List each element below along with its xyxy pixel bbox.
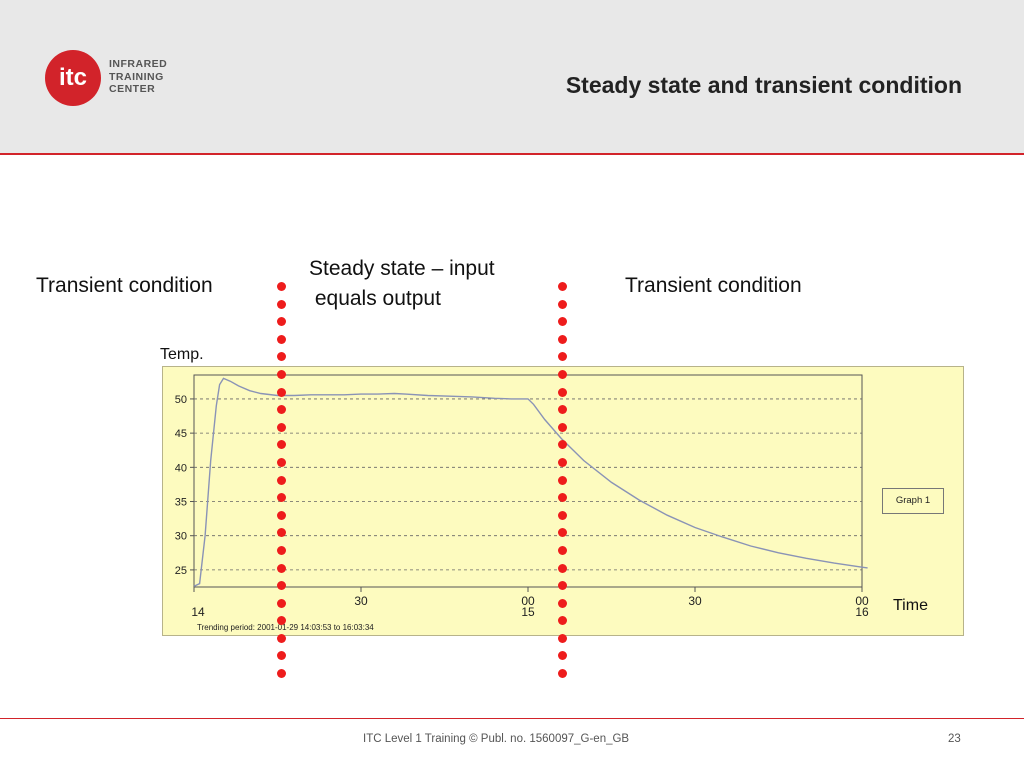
tick-label-x-3: 30 bbox=[688, 594, 702, 608]
boundary-dot bbox=[277, 475, 286, 485]
plot-area bbox=[193, 374, 863, 588]
logo-circle: itc bbox=[45, 50, 101, 106]
left-boundary-dots bbox=[277, 282, 289, 687]
tick-label-y-50: 50 bbox=[175, 394, 187, 406]
tick-sublabel-x-4: 16 bbox=[855, 605, 869, 619]
boundary-dot bbox=[558, 457, 567, 467]
tick-label-y-40: 40 bbox=[175, 462, 187, 474]
tick-label-y-45: 45 bbox=[175, 428, 187, 440]
boundary-dot bbox=[277, 334, 286, 344]
right-boundary-dots bbox=[558, 282, 570, 687]
boundary-dot bbox=[558, 405, 567, 415]
tick-label-x-4: 00 bbox=[855, 594, 869, 608]
tick-label-x-1: 30 bbox=[354, 594, 368, 608]
boundary-dot bbox=[558, 334, 567, 344]
boundary-dot bbox=[558, 563, 567, 573]
itc-logo: itc INFRARED TRAINING CENTER bbox=[45, 50, 167, 110]
boundary-dot bbox=[277, 405, 286, 415]
y-axis-label: Temp. bbox=[160, 346, 204, 363]
boundary-dot bbox=[558, 317, 567, 327]
tick-label-y-25: 25 bbox=[175, 565, 187, 577]
slide-header: itc INFRARED TRAINING CENTER Steady stat… bbox=[0, 0, 1024, 155]
boundary-dot bbox=[277, 528, 286, 538]
boundary-dot bbox=[558, 440, 567, 450]
boundary-dot bbox=[558, 422, 567, 432]
boundary-dot bbox=[277, 317, 286, 327]
tick-label-y-30: 30 bbox=[175, 531, 187, 543]
boundary-dot bbox=[558, 616, 567, 626]
boundary-dot bbox=[558, 581, 567, 591]
trending-period-text: Trending period: 2001-01-29 14:03:53 to … bbox=[197, 623, 374, 632]
boundary-dot bbox=[558, 369, 567, 379]
boundary-dot bbox=[277, 282, 286, 291]
boundary-dot bbox=[277, 616, 286, 626]
boundary-dot bbox=[277, 422, 286, 432]
boundary-dot bbox=[277, 545, 286, 555]
boundary-dot bbox=[277, 440, 286, 450]
legend-box: Graph 1 bbox=[882, 488, 944, 514]
footer-page-number: 23 bbox=[948, 733, 961, 745]
steady-state-label: Steady state – input equals output bbox=[309, 257, 495, 310]
boundary-dot bbox=[277, 299, 286, 309]
boundary-dot bbox=[558, 510, 567, 520]
boundary-dot bbox=[558, 493, 567, 503]
boundary-dot bbox=[277, 669, 286, 679]
tick-sublabel-x-2: 15 bbox=[521, 605, 535, 619]
boundary-dot bbox=[277, 457, 286, 467]
left-transient-label: Transient condition bbox=[36, 274, 213, 297]
series-line bbox=[193, 377, 868, 587]
boundary-dot bbox=[277, 633, 286, 643]
x-axis-label: Time bbox=[893, 597, 928, 614]
boundary-dot bbox=[558, 282, 567, 291]
tick-label-y-35: 35 bbox=[175, 497, 187, 509]
boundary-dot bbox=[277, 352, 286, 362]
tick-label-x-2: 00 bbox=[521, 594, 535, 608]
boundary-dot bbox=[558, 598, 567, 608]
boundary-dot bbox=[558, 633, 567, 643]
boundary-dot bbox=[277, 387, 286, 397]
boundary-dot bbox=[558, 299, 567, 309]
right-transient-label: Transient condition bbox=[625, 274, 802, 297]
footer-publication: ITC Level 1 Training © Publ. no. 1560097… bbox=[363, 733, 630, 745]
boundary-dot bbox=[277, 369, 286, 379]
boundary-dot bbox=[277, 651, 286, 661]
boundary-dot bbox=[277, 493, 286, 503]
boundary-dot bbox=[277, 598, 286, 608]
boundary-dot bbox=[558, 651, 567, 661]
boundary-dot bbox=[558, 545, 567, 555]
boundary-dot bbox=[558, 352, 567, 362]
boundary-dot bbox=[277, 581, 286, 591]
footer-divider bbox=[0, 718, 1024, 719]
boundary-dot bbox=[558, 669, 567, 679]
legend-label: Graph 1 bbox=[895, 495, 931, 506]
boundary-dot bbox=[277, 510, 286, 520]
logo-wordmark: INFRARED TRAINING CENTER bbox=[109, 58, 168, 95]
boundary-dot bbox=[558, 528, 567, 538]
boundary-dot bbox=[558, 475, 567, 485]
slide-title: Steady state and transient condition bbox=[565, 72, 962, 98]
boundary-dot bbox=[277, 563, 286, 573]
tick-sublabel-x-0: 14 bbox=[191, 605, 205, 619]
boundary-dot bbox=[558, 387, 567, 397]
